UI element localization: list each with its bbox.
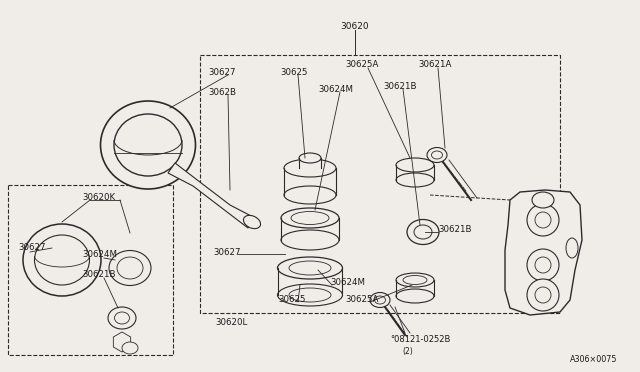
Text: °08121-0252B: °08121-0252B bbox=[390, 335, 451, 344]
Ellipse shape bbox=[396, 173, 434, 187]
Ellipse shape bbox=[115, 312, 129, 324]
Circle shape bbox=[535, 257, 551, 273]
Ellipse shape bbox=[108, 307, 136, 329]
Ellipse shape bbox=[23, 224, 101, 296]
Polygon shape bbox=[505, 190, 582, 315]
Ellipse shape bbox=[284, 159, 336, 177]
Ellipse shape bbox=[407, 219, 439, 244]
Ellipse shape bbox=[278, 257, 342, 279]
Text: 30625: 30625 bbox=[278, 295, 305, 304]
Text: 30627: 30627 bbox=[213, 248, 241, 257]
Text: 30624M: 30624M bbox=[318, 85, 353, 94]
Text: 30627: 30627 bbox=[208, 68, 236, 77]
Text: A306×0075: A306×0075 bbox=[570, 355, 618, 364]
Ellipse shape bbox=[243, 215, 260, 229]
Text: (2): (2) bbox=[403, 347, 413, 356]
Ellipse shape bbox=[114, 114, 182, 176]
Text: 30624M: 30624M bbox=[82, 250, 117, 259]
Polygon shape bbox=[168, 163, 255, 228]
Circle shape bbox=[527, 279, 559, 311]
Ellipse shape bbox=[117, 257, 143, 279]
Bar bbox=[8, 185, 173, 355]
Ellipse shape bbox=[291, 212, 329, 224]
Ellipse shape bbox=[281, 208, 339, 228]
Bar bbox=[200, 55, 560, 313]
Ellipse shape bbox=[566, 238, 578, 258]
Ellipse shape bbox=[374, 296, 385, 304]
Ellipse shape bbox=[370, 292, 390, 308]
Ellipse shape bbox=[284, 186, 336, 204]
Ellipse shape bbox=[396, 158, 434, 172]
Circle shape bbox=[527, 249, 559, 281]
Ellipse shape bbox=[396, 273, 434, 287]
Text: 30620K: 30620K bbox=[82, 193, 115, 202]
Text: 30620: 30620 bbox=[340, 22, 369, 31]
Text: 30627: 30627 bbox=[18, 243, 45, 252]
Text: 30624M: 30624M bbox=[330, 278, 365, 287]
Ellipse shape bbox=[281, 230, 339, 250]
Ellipse shape bbox=[431, 151, 442, 159]
Text: 30625: 30625 bbox=[280, 68, 307, 77]
Ellipse shape bbox=[299, 153, 321, 163]
Ellipse shape bbox=[35, 235, 90, 285]
Ellipse shape bbox=[289, 261, 331, 275]
Text: 30621B: 30621B bbox=[82, 270, 115, 279]
Circle shape bbox=[535, 212, 551, 228]
Text: 3062B: 3062B bbox=[208, 88, 236, 97]
Ellipse shape bbox=[403, 276, 427, 285]
Ellipse shape bbox=[122, 342, 138, 354]
Ellipse shape bbox=[532, 192, 554, 208]
Ellipse shape bbox=[396, 289, 434, 303]
Circle shape bbox=[535, 287, 551, 303]
Ellipse shape bbox=[278, 284, 342, 306]
Ellipse shape bbox=[427, 148, 447, 163]
Text: 30621B: 30621B bbox=[383, 82, 417, 91]
Text: 30620L: 30620L bbox=[215, 318, 247, 327]
Text: 30621A: 30621A bbox=[418, 60, 451, 69]
Ellipse shape bbox=[289, 288, 331, 302]
Ellipse shape bbox=[414, 225, 432, 239]
Text: 30621B: 30621B bbox=[438, 225, 472, 234]
Ellipse shape bbox=[109, 250, 151, 285]
Text: 30625A: 30625A bbox=[345, 295, 378, 304]
Text: 30625A: 30625A bbox=[345, 60, 378, 69]
Circle shape bbox=[527, 204, 559, 236]
Ellipse shape bbox=[100, 101, 195, 189]
